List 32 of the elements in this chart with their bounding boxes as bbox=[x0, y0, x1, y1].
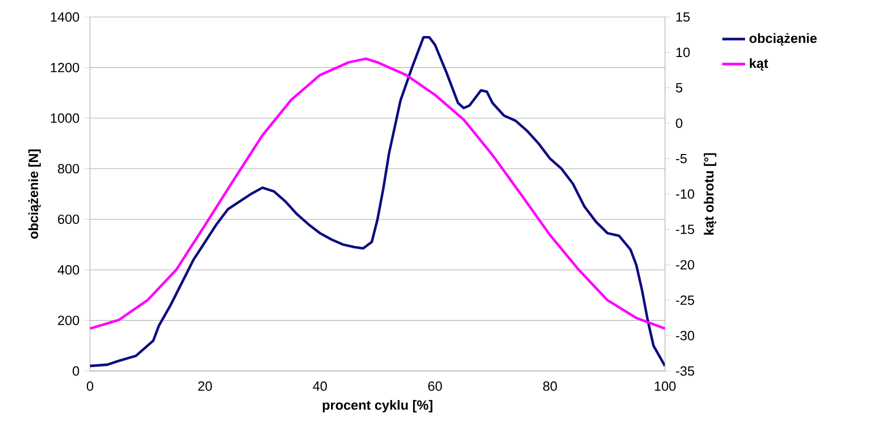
y2-tick-label: -15 bbox=[676, 224, 694, 234]
y2-tick-label: -20 bbox=[676, 260, 694, 270]
y-tick-label: 1000 bbox=[50, 113, 80, 123]
y-tick-label: 600 bbox=[58, 214, 80, 224]
x-tick-label: 80 bbox=[543, 381, 557, 391]
x-axis-title: procent cyklu [%] bbox=[322, 400, 432, 412]
x-tick-label: 60 bbox=[428, 381, 442, 391]
y2-tick-label: 5 bbox=[676, 83, 682, 92]
legend-label: kąt bbox=[750, 58, 768, 71]
y-tick-label: 0 bbox=[72, 366, 80, 376]
y2-tick-label: -25 bbox=[676, 295, 694, 305]
y-tick-label: 400 bbox=[58, 265, 80, 275]
y2-tick-label: 15 bbox=[676, 12, 690, 22]
y2-tick-label: -10 bbox=[676, 189, 694, 199]
line-series bbox=[90, 58, 666, 330]
y-tick-label: 1400 bbox=[50, 12, 80, 22]
x-tick-label: 40 bbox=[312, 381, 327, 391]
y2-tick-label: 10 bbox=[676, 48, 690, 58]
y-tick-label: 200 bbox=[58, 316, 80, 326]
line-series bbox=[90, 36, 666, 368]
y2-tick-label: -5 bbox=[676, 154, 687, 164]
y2-tick-label: 0 bbox=[676, 118, 682, 128]
y2-axis-title: kąt obrotu [°] bbox=[704, 153, 716, 235]
x-tick-label: 0 bbox=[86, 381, 94, 391]
y-tick-label: 800 bbox=[58, 164, 80, 174]
y2-tick-label: -35 bbox=[676, 366, 694, 376]
x-tick-label: 100 bbox=[654, 381, 676, 391]
y-axis-title: obciążenie [N] bbox=[28, 150, 41, 239]
x-tick-label: 20 bbox=[198, 381, 212, 391]
y-tick-label: 1200 bbox=[50, 62, 80, 72]
legend-label: obciążenie bbox=[750, 33, 817, 46]
y2-tick-label: -30 bbox=[676, 330, 694, 340]
